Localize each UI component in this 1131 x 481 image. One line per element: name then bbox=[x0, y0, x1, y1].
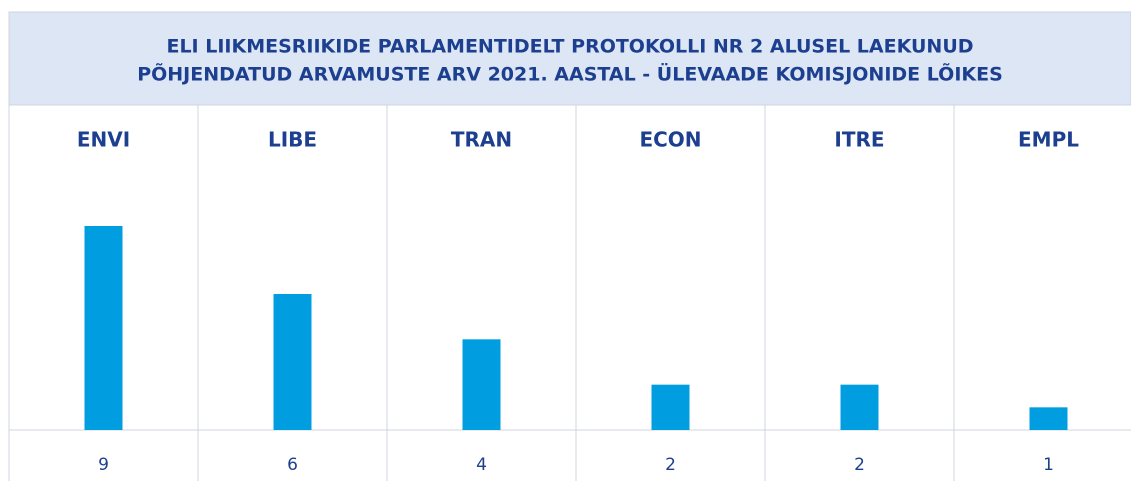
value-label: 6 bbox=[287, 455, 298, 475]
value-label: 2 bbox=[665, 455, 676, 475]
category-label: LIBE bbox=[268, 128, 317, 152]
category-label: ENVI bbox=[77, 128, 130, 152]
category-label: ECON bbox=[639, 128, 701, 152]
category-label: TRAN bbox=[451, 128, 512, 152]
chart-title: ELI LIIKMESRIIKIDE PARLAMENTIDELT PROTOK… bbox=[166, 36, 973, 58]
value-label: 9 bbox=[98, 455, 109, 475]
category-label: ITRE bbox=[834, 128, 884, 152]
bar bbox=[651, 384, 690, 430]
category-label: EMPL bbox=[1018, 128, 1079, 152]
bar bbox=[273, 294, 312, 430]
bar bbox=[840, 384, 879, 430]
value-label: 4 bbox=[476, 455, 487, 475]
value-label: 2 bbox=[854, 455, 865, 475]
value-label: 1 bbox=[1043, 455, 1054, 475]
title-band bbox=[8, 11, 1131, 106]
bar bbox=[84, 226, 123, 430]
chart-title: PÕHJENDATUD ARVAMUSTE ARV 2021. AASTAL -… bbox=[137, 62, 1003, 86]
bar bbox=[462, 339, 501, 430]
bar bbox=[1029, 407, 1068, 430]
